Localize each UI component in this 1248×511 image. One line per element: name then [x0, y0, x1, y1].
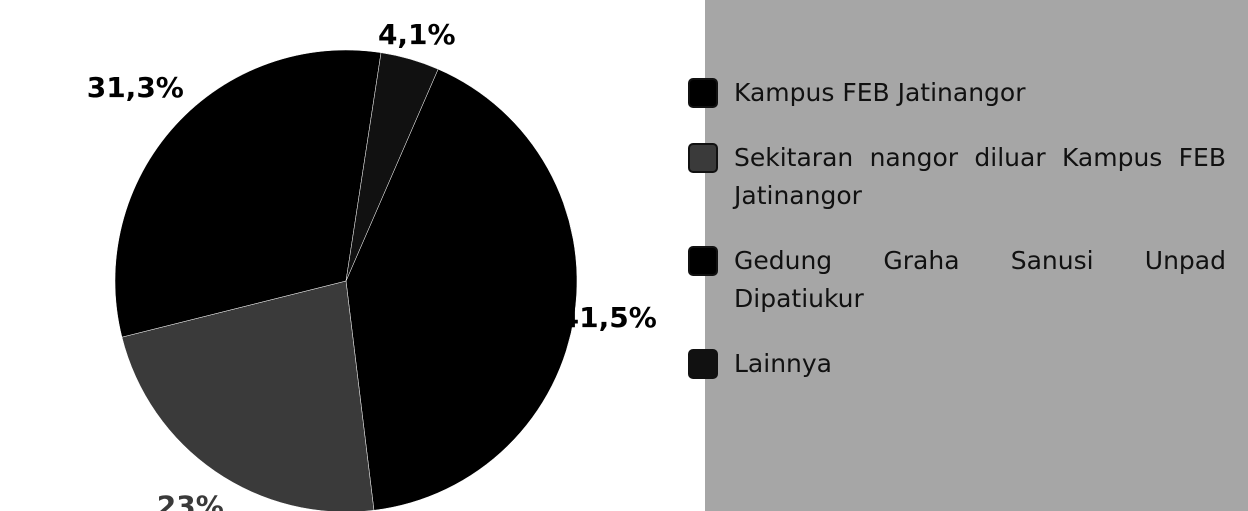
- pie-slice: [121, 280, 375, 511]
- data-label: 4,1%: [378, 18, 456, 51]
- legend-swatch: [688, 349, 718, 379]
- pie-slice: [114, 49, 382, 338]
- legend-swatch: [688, 143, 718, 173]
- chart: 41,5% 23% 31,3% 4,1%: [87, 18, 657, 511]
- data-label: 23%: [157, 490, 224, 511]
- legend-swatch: [688, 78, 718, 108]
- legend-label: Sekitaran nangor diluar Kampus FEB Jatin…: [734, 143, 1226, 210]
- legend-panel: [705, 0, 1248, 511]
- data-label: 31,3%: [87, 71, 184, 104]
- legend-item: Kampus FEB Jatinangor: [688, 74, 1228, 112]
- legend-label: Kampus FEB Jatinangor: [734, 78, 1026, 107]
- legend-item: Sekitaran nangor diluar Kampus FEB Jatin…: [688, 139, 1228, 215]
- legend: Kampus FEB Jatinangor Sekitaran nangor di…: [688, 74, 1228, 410]
- data-label: 41,5%: [560, 301, 657, 334]
- legend-label: Lainnya: [734, 349, 832, 378]
- pie-slice: [345, 52, 439, 282]
- legend-item: Gedung Graha Sanusi Unpad Dipatiukur: [688, 242, 1228, 318]
- legend-item: Lainnya: [688, 345, 1228, 383]
- pie-slice: [345, 68, 578, 511]
- legend-swatch: [688, 246, 718, 276]
- legend-label: Gedung Graha Sanusi Unpad Dipatiukur: [734, 246, 1226, 313]
